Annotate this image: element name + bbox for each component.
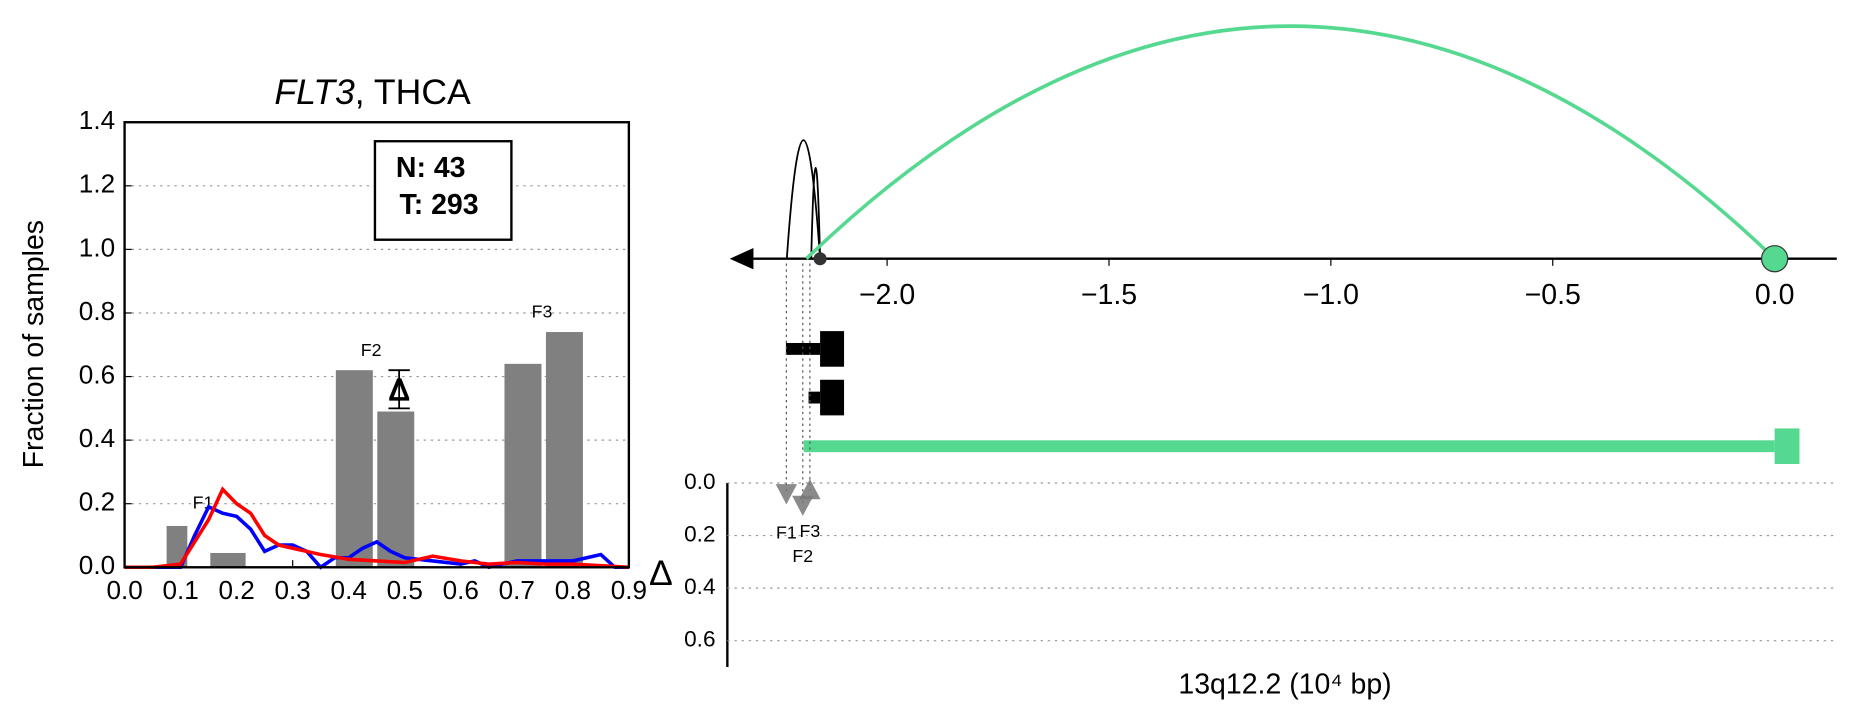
delta-marker — [799, 479, 821, 500]
y-tick-label: 0.2 — [79, 487, 115, 517]
breakpoint — [813, 252, 827, 266]
arc — [785, 139, 821, 259]
x-tick-label: 0.0 — [1755, 279, 1795, 311]
track-box — [820, 379, 845, 416]
x-tick-label: 0.6 — [443, 575, 479, 605]
bar — [210, 552, 246, 568]
bar — [545, 332, 583, 568]
delta-marker — [775, 484, 798, 505]
x-tick-label: −1.5 — [1081, 279, 1137, 311]
line-series — [124, 504, 629, 570]
x-axis-label: 13q12.2 (10⁴ bp) — [1178, 668, 1391, 700]
count-box — [373, 140, 513, 241]
x-tick-label: −2.0 — [859, 279, 915, 311]
y-tick-label: 0.4 — [79, 423, 115, 453]
bar — [166, 525, 188, 568]
chart-title: FLT3, THCA — [274, 72, 471, 112]
delta-marker — [792, 495, 814, 516]
bar — [335, 370, 373, 568]
y-tick-label: 0.8 — [79, 296, 115, 326]
x-tick-label: −0.5 — [1525, 279, 1581, 311]
track-box — [1774, 428, 1800, 465]
arc — [810, 166, 821, 259]
x-tick-label: 0.7 — [499, 575, 535, 605]
x-tick-label: 0.5 — [387, 575, 423, 605]
x-tick-label: 0.0 — [106, 575, 142, 605]
title-rest: , THCA — [355, 72, 471, 112]
x-tick-label: 0.2 — [219, 575, 255, 605]
track-box — [820, 331, 845, 367]
marker-label: F3 — [800, 521, 821, 541]
bar — [377, 411, 415, 568]
y-tick-label: 1.0 — [79, 232, 115, 262]
marker-label: F1 — [776, 523, 797, 543]
track-line — [803, 440, 1775, 453]
arc — [805, 24, 1776, 261]
count-normal: N: 43 — [396, 152, 466, 184]
x-tick-label: 0.3 — [275, 575, 311, 605]
y-tick-label: 0.0 — [79, 550, 115, 580]
title-gene: FLT3 — [274, 72, 355, 112]
y-tick-label: 0.4 — [684, 574, 715, 599]
x-tick-label: 0.8 — [555, 575, 591, 605]
y-tick-label: 0.0 — [684, 469, 715, 494]
bar — [504, 363, 542, 568]
error-label: Δ — [389, 372, 410, 407]
y-tick-label: 1.4 — [79, 105, 115, 135]
line-series — [124, 486, 629, 570]
x-tick-label: 0.9 — [611, 575, 647, 605]
x-tick-label: −1.0 — [1303, 279, 1359, 311]
y-tick-label: 0.6 — [79, 359, 115, 389]
y-tick-label: 0.2 — [684, 522, 715, 547]
bar-annotation: F2 — [361, 340, 382, 360]
track-line — [808, 391, 821, 404]
marker-label: F2 — [792, 546, 813, 566]
y-axis-label: Fraction of samples — [18, 220, 50, 468]
y-tick-label: 1.2 — [79, 169, 115, 199]
x-tick-label: 0.1 — [162, 575, 198, 605]
plot-frame — [123, 121, 631, 569]
count-tumor: T: 293 — [399, 189, 478, 221]
bar-annotation: F3 — [532, 302, 553, 322]
breakpoint — [1760, 245, 1789, 273]
x-tick-label: 0.4 — [331, 575, 367, 605]
delta-axis-label: Δ — [649, 553, 673, 593]
y-tick-label: 0.6 — [684, 627, 715, 652]
